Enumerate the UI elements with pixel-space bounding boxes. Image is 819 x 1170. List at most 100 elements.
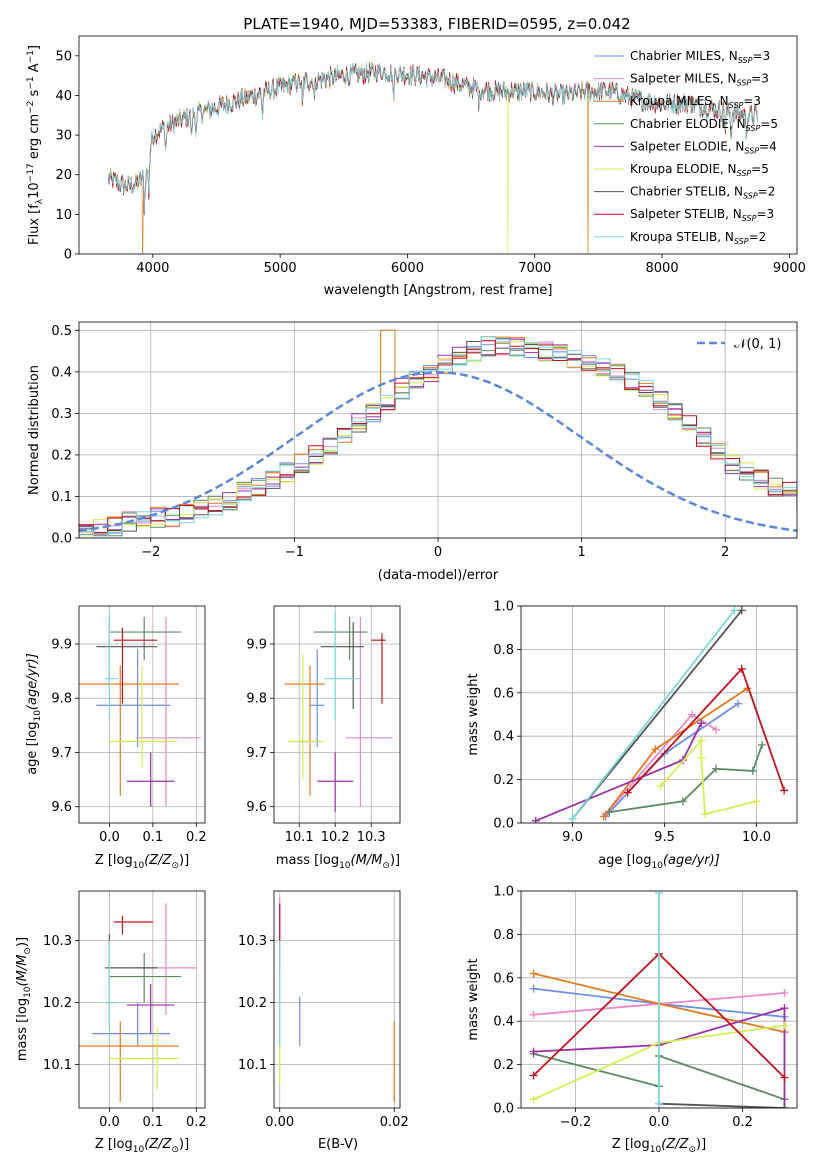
- x-tick-label: 0.0: [649, 1115, 670, 1130]
- figure-title: PLATE=1940, MJD=53383, FIBERID=0595, z=0…: [243, 15, 630, 33]
- weight-marker-salpeter_elodie: [780, 1004, 789, 1013]
- x-tick-label: 5000: [264, 261, 297, 276]
- x-tick-label: 10.2: [321, 830, 350, 845]
- mass-vs-z-ylabel: mass [log10(M/M⊙)]: [15, 937, 33, 1061]
- residuals-xlabel: (data-model)/error: [378, 568, 499, 583]
- y-tick-label: 9.7: [246, 746, 267, 761]
- hist-chabrier_miles: [79, 341, 797, 537]
- age-vs-z-xlabel: Z [log10(Z/Z⊙)]: [95, 853, 189, 871]
- weight-marker-kroupa_elodie: [697, 753, 706, 762]
- weight-marker-salpeter_elodie: [529, 1047, 538, 1056]
- x-tick-label: 0.2: [186, 830, 207, 845]
- x-tick-label: 0.02: [380, 1115, 409, 1130]
- weight-marker-chabrier_stelib: [780, 1104, 789, 1108]
- y-tick-label: 0.8: [493, 928, 514, 943]
- y-tick-label: 1.0: [493, 885, 514, 900]
- x-tick-label: 1: [577, 545, 585, 560]
- y-tick-label: 10.2: [43, 996, 72, 1011]
- weight-line-kroupa_stelib: [571, 609, 736, 820]
- age_vs_mass-frame: [273, 605, 401, 824]
- y-tick-label: 10.2: [238, 996, 267, 1011]
- x-tick-label: 10.1: [285, 830, 314, 845]
- x-tick-label: −2: [141, 545, 160, 560]
- x-tick-label: 0.0: [99, 1115, 120, 1130]
- x-tick-label: −1: [285, 545, 304, 560]
- weight_vs_age-frame: [520, 605, 798, 824]
- weight-marker-kroupa_elodie: [752, 797, 761, 806]
- mass-vs-ebv-xlabel: E(B-V): [318, 1137, 358, 1152]
- spectrum-legend: Chabrier MILES, NSSP=3 Salpeter MILES, NS…: [594, 49, 778, 246]
- weight-line-chabrier_stelib: [571, 609, 743, 820]
- weight-marker-chabrier_stelib: [737, 606, 746, 615]
- legend-label: Kroupa MILES, NSSP=3: [630, 94, 761, 110]
- age_vs_mass-axes: 10.1 10.2 10.3 9.6 9.7 9.8 9.9: [246, 606, 400, 845]
- weight-marker-chabrier_elodie: [605, 808, 614, 817]
- y-tick-label: 9.9: [246, 637, 267, 652]
- y-tick-label: 0.0: [51, 532, 72, 547]
- weight-marker-chabrier_elodie: [678, 797, 687, 806]
- weight-marker-chabrier_miles: [529, 984, 538, 993]
- legend-label: Salpeter ELODIE, NSSP=4: [630, 139, 777, 155]
- x-tick-label: −0.2: [560, 1115, 592, 1130]
- spectrum-xlabel: wavelength [Angstrom, rest frame]: [324, 283, 553, 298]
- weight_vs_z-frame: [520, 890, 798, 1109]
- weight-marker-kroupa_elodie: [529, 1095, 538, 1104]
- weight-marker-salpeter_miles: [712, 725, 721, 734]
- spectrum-axes: 4000 5000 6000 7000 8000 9000 0 10 20 30 40 50: [55, 49, 805, 276]
- x-tick-label: 0.1: [143, 1115, 164, 1130]
- y-tick-label: 0.6: [493, 971, 514, 986]
- x-tick-label: 0.2: [186, 1115, 207, 1130]
- x-tick-label: 0: [434, 545, 442, 560]
- weight-line-salpeter_elodie: [535, 722, 703, 822]
- x-tick-label: 0.2: [732, 1115, 753, 1130]
- y-tick-label: 0.2: [493, 1058, 514, 1073]
- weight-marker-chabrier_elodie: [758, 740, 767, 749]
- weight-marker-kroupa_elodie: [697, 736, 706, 745]
- weight-marker-salpeter_miles: [688, 710, 697, 719]
- y-tick-label: 1.0: [493, 600, 514, 615]
- y-tick-label: 0.1: [51, 490, 72, 505]
- weight-vs-z-xlabel: Z [log10(Z/Z⊙)]: [612, 1137, 706, 1155]
- weight_vs_age-ylabel: mass weight: [466, 673, 481, 755]
- y-tick-label: 10.3: [43, 934, 72, 949]
- weight-line-salpeter_elodie: [533, 1006, 786, 1108]
- mass_vs_z-axes: 0.0 0.1 0.2 10.1 10.2 10.3: [43, 891, 207, 1130]
- x-tick-label: 9.5: [654, 830, 675, 845]
- mass_vs_ebv-axes: 0.00 0.02 10.1 10.2 10.3: [238, 891, 409, 1130]
- weight-marker-chabrier_elodie: [748, 766, 757, 775]
- y-tick-label: 0.6: [493, 686, 514, 701]
- weight-marker-salpeter_stelib: [780, 1073, 789, 1082]
- weight_vs_age-axes: 9.0 9.5 10.0 0.0 0.2 0.4 0.6 0.8 1.0: [493, 600, 797, 845]
- weight-vs-age-xlabel: age [log10(age/yr)]: [598, 853, 720, 871]
- weight-marker-kroupa_miles: [529, 969, 538, 978]
- hist-salpeter_stelib: [79, 340, 797, 533]
- weight-marker-chabrier_miles: [734, 699, 743, 708]
- x-tick-label: 10.0: [742, 830, 771, 845]
- weight-marker-salpeter_elodie: [531, 816, 540, 823]
- y-tick-label: 9.6: [246, 800, 267, 815]
- weight-marker-kroupa_miles: [599, 812, 608, 821]
- y-tick-label: 9.9: [51, 637, 72, 652]
- y-tick-label: 9.8: [51, 692, 72, 707]
- x-tick-label: 9000: [773, 261, 806, 276]
- age_vs_z-frame: [78, 605, 206, 824]
- y-tick-label: 40: [55, 89, 72, 104]
- hist-kroupa_stelib: [79, 336, 797, 537]
- y-tick-label: 0.5: [51, 324, 72, 339]
- weight-marker-salpeter_stelib: [780, 786, 789, 795]
- y-tick-label: 9.8: [246, 692, 267, 707]
- weight_vs_z-ylabel: mass weight: [466, 958, 481, 1040]
- x-tick-label: 10.3: [357, 830, 386, 845]
- legend-label: Chabrier MILES, NSSP=3: [630, 49, 770, 65]
- y-tick-label: 10.1: [43, 1058, 72, 1073]
- y-tick-label: 10.1: [238, 1058, 267, 1073]
- weight-marker-salpeter_miles: [529, 1010, 538, 1019]
- legend-label: Chabrier STELIB, NSSP=2: [630, 185, 775, 201]
- weight-marker-salpeter_stelib: [529, 1071, 538, 1080]
- x-tick-label: 7000: [518, 261, 551, 276]
- y-tick-label: 0: [64, 248, 72, 263]
- weight-marker-kroupa_stelib: [655, 1099, 663, 1108]
- weight-marker-kroupa_stelib: [655, 891, 663, 898]
- y-tick-label: 0.2: [51, 448, 72, 463]
